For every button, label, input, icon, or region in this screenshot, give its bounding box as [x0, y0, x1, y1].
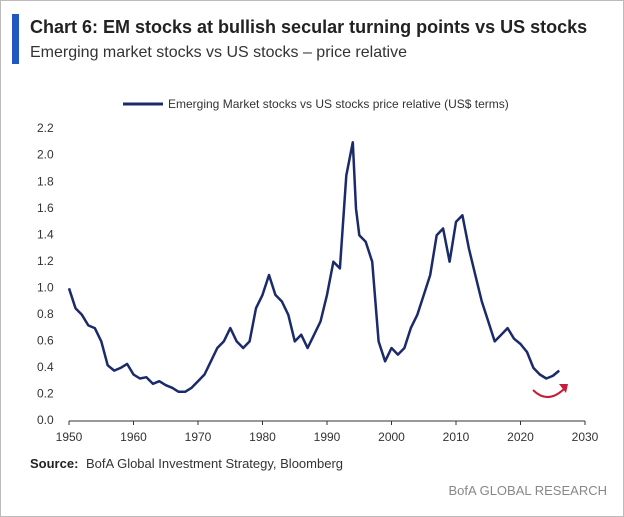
- x-tick-label: 1950: [56, 430, 83, 444]
- annotation-arrowhead: [559, 384, 568, 393]
- y-tick-label: 0.4: [37, 360, 54, 374]
- x-tick-label: 1980: [249, 430, 276, 444]
- x-tick-label: 2020: [507, 430, 534, 444]
- chart-subtitle: Emerging market stocks vs US stocks – pr…: [30, 44, 407, 61]
- y-tick-label: 1.8: [37, 174, 54, 188]
- x-tick-label: 2030: [572, 430, 599, 444]
- annotation-arrow: [532, 387, 566, 398]
- y-tick-label: 0.8: [37, 307, 54, 321]
- x-tick-label: 1960: [120, 430, 147, 444]
- x-tick-label: 1990: [314, 430, 341, 444]
- legend-label: Emerging Market stocks vs US stocks pric…: [168, 97, 509, 111]
- chart-title: Chart 6: EM stocks at bullish secular tu…: [30, 17, 587, 37]
- x-tick-label: 2000: [378, 430, 405, 444]
- x-tick-label: 1970: [185, 430, 212, 444]
- y-tick-label: 1.0: [37, 280, 54, 294]
- y-tick-label: 1.2: [37, 254, 54, 268]
- source-text: BofA Global Investment Strategy, Bloombe…: [86, 456, 343, 471]
- brand: BofA GLOBAL RESEARCH: [449, 483, 607, 498]
- y-tick-label: 2.0: [37, 148, 54, 162]
- y-tick-label: 0.0: [37, 413, 54, 427]
- data-line: [67, 141, 560, 394]
- y-tick-label: 0.2: [37, 387, 54, 401]
- title-accent: [12, 14, 19, 64]
- source-label: Source:: [30, 456, 78, 471]
- y-tick-label: 1.4: [37, 227, 54, 241]
- x-tick-label: 2010: [443, 430, 470, 444]
- y-tick-label: 0.6: [37, 334, 54, 348]
- y-tick-label: 2.2: [37, 121, 54, 135]
- y-tick-label: 1.6: [37, 201, 54, 215]
